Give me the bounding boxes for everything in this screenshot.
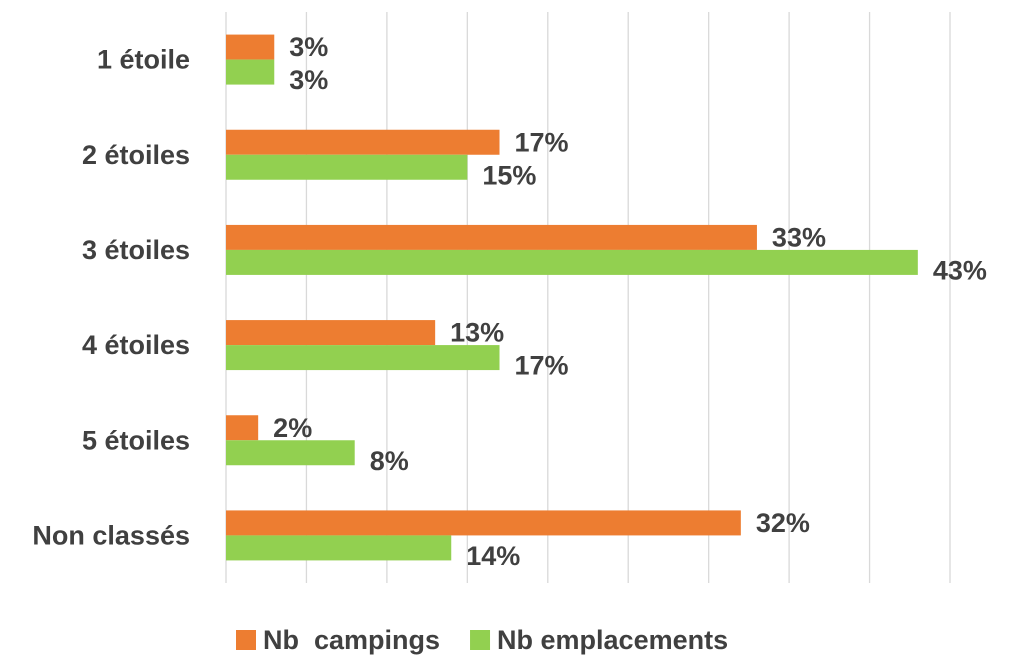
bar [226,415,259,441]
y-tick-label: 1 étoile [97,45,190,75]
bar [226,345,500,371]
data-label: 33% [772,223,826,253]
bar [226,224,757,250]
y-tick-label: Non classés [32,521,190,551]
bar [226,535,452,561]
y-tick-label: 3 étoiles [82,235,190,265]
bar [226,154,468,180]
data-label: 15% [482,160,536,190]
data-label: 2% [273,413,312,443]
bar [226,129,500,155]
legend-swatch [236,630,256,650]
data-label: 14% [466,541,520,571]
bar [226,320,436,346]
bar [226,59,275,85]
data-label: 43% [933,256,987,286]
data-label: 17% [515,127,569,157]
y-tick-label: 4 étoiles [82,330,190,360]
legend-label: Nb emplacements [497,625,728,655]
y-tick-label: 2 étoiles [82,140,190,170]
bar [226,249,918,275]
legend-label: Nb campings [263,625,440,655]
data-label: 8% [370,446,409,476]
data-label: 3% [289,32,328,62]
bar [226,440,355,466]
data-label: 32% [756,508,810,538]
legend-swatch [470,630,491,650]
bar [226,510,741,536]
y-tick-label: 5 étoiles [82,425,190,455]
data-label: 13% [450,318,504,348]
data-label: 3% [289,65,328,95]
data-label: 17% [515,351,569,381]
bar [226,34,275,60]
